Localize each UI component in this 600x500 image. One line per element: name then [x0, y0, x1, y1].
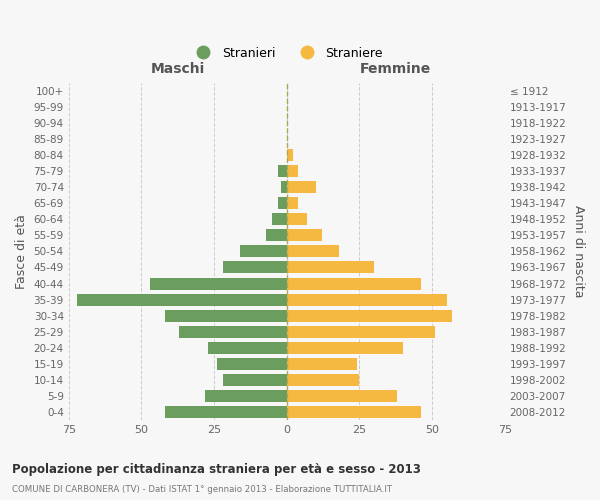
Bar [287, 165, 298, 177]
Bar [223, 262, 287, 274]
Bar [240, 246, 287, 258]
Bar [287, 358, 356, 370]
Legend: Stranieri, Straniere: Stranieri, Straniere [185, 42, 388, 64]
Text: Popolazione per cittadinanza straniera per età e sesso - 2013: Popolazione per cittadinanza straniera p… [12, 462, 421, 475]
Bar [287, 213, 307, 226]
Bar [287, 406, 421, 418]
Bar [287, 246, 339, 258]
Bar [287, 278, 421, 289]
Bar [179, 326, 287, 338]
Bar [287, 181, 316, 193]
Bar [278, 165, 287, 177]
Y-axis label: Anni di nascita: Anni di nascita [572, 205, 585, 298]
Bar [278, 197, 287, 209]
Bar [287, 262, 374, 274]
Bar [281, 181, 287, 193]
Bar [208, 342, 287, 354]
Bar [150, 278, 287, 289]
Bar [217, 358, 287, 370]
Bar [266, 230, 287, 241]
Bar [205, 390, 287, 402]
Bar [287, 230, 322, 241]
Bar [287, 310, 452, 322]
Y-axis label: Fasce di età: Fasce di età [15, 214, 28, 289]
Bar [164, 310, 287, 322]
Bar [223, 374, 287, 386]
Bar [287, 342, 403, 354]
Text: Femmine: Femmine [360, 62, 431, 76]
Text: Maschi: Maschi [151, 62, 205, 76]
Bar [77, 294, 287, 306]
Bar [287, 197, 298, 209]
Bar [287, 326, 435, 338]
Bar [272, 213, 287, 226]
Bar [164, 406, 287, 418]
Bar [287, 374, 359, 386]
Bar [287, 390, 397, 402]
Bar [287, 149, 293, 161]
Bar [287, 294, 446, 306]
Text: COMUNE DI CARBONERA (TV) - Dati ISTAT 1° gennaio 2013 - Elaborazione TUTTITALIA.: COMUNE DI CARBONERA (TV) - Dati ISTAT 1°… [12, 485, 392, 494]
